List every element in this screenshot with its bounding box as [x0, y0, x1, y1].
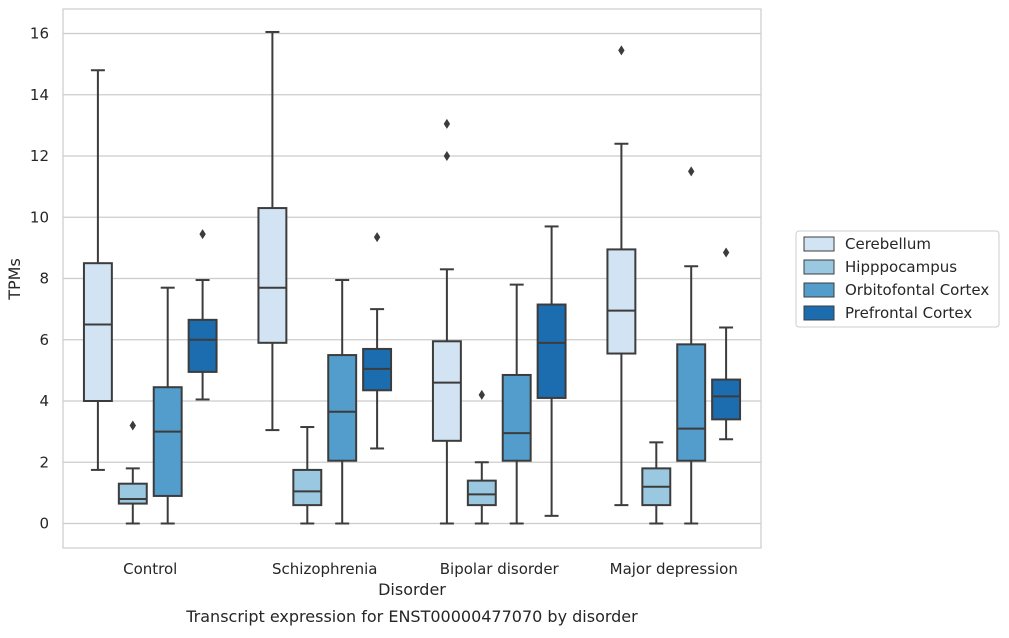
box-group	[431, 118, 462, 525]
plot-frame	[62, 8, 762, 549]
y-axis-label: TPMs	[5, 258, 24, 301]
y-tick-labels: 0 2 4 6 8 10 12 14 16	[30, 25, 49, 533]
legend-swatch	[803, 259, 835, 275]
box-group	[82, 69, 113, 471]
x-tick-label: Schizophrenia	[272, 560, 377, 578]
outlier-point	[443, 151, 451, 161]
x-tick-label: Major depression	[610, 560, 738, 578]
x-tick-label: Bipolar disorder	[440, 560, 560, 578]
y-tick-label: 10	[30, 208, 49, 226]
box-group	[117, 420, 148, 525]
x-tick-label: Control	[123, 560, 177, 578]
x-tick-labels: Control Schizophrenia Bipolar disorder Majo…	[123, 560, 738, 578]
box	[431, 340, 462, 442]
box-group	[187, 229, 218, 401]
box-group	[327, 279, 358, 525]
outlier-point	[443, 118, 451, 129]
box-group	[152, 286, 183, 525]
y-tick-label: 6	[39, 331, 49, 349]
y-tick-label: 2	[39, 453, 49, 471]
box-group	[641, 441, 672, 525]
box	[676, 343, 707, 462]
legend: Cerebellum Hipppocampus Orbitofontal Corte…	[795, 230, 1000, 328]
legend-label: Prefrontal Cortex	[845, 304, 972, 322]
box	[711, 378, 742, 421]
box-group	[257, 30, 288, 432]
box-group	[501, 283, 532, 525]
legend-label: Orbitofontal Cortex	[845, 281, 989, 299]
legend-swatch	[803, 305, 835, 321]
legend-swatch	[803, 236, 835, 252]
legend-label: Hipppocampus	[845, 258, 957, 276]
y-tick-label: 16	[30, 25, 49, 43]
box-group	[292, 426, 323, 525]
y-tick-label: 12	[30, 147, 49, 165]
y-tick-label: 0	[39, 515, 49, 533]
y-tick-label: 14	[30, 86, 49, 104]
box-plot-marks	[82, 30, 742, 525]
box-group	[606, 45, 637, 507]
y-tick-label: 4	[39, 392, 49, 410]
outlier-point	[618, 45, 625, 56]
box-group	[362, 232, 393, 450]
box	[117, 482, 148, 505]
legend-swatch	[803, 282, 835, 298]
outlier-point	[722, 247, 730, 258]
box	[187, 318, 218, 373]
outlier-point	[688, 166, 695, 177]
box-group	[466, 389, 497, 525]
box	[536, 303, 567, 399]
box	[606, 248, 637, 355]
box	[466, 479, 497, 507]
outlier-point	[129, 420, 136, 431]
box	[292, 468, 323, 507]
outlier-point	[478, 389, 485, 400]
box-group	[676, 166, 707, 525]
chart-caption: Transcript expression for ENST0000047707…	[185, 607, 638, 626]
x-axis-label: Disorder	[378, 580, 446, 599]
outlier-point	[373, 232, 381, 243]
box	[501, 373, 532, 462]
legend-frame	[795, 230, 1000, 328]
box	[152, 386, 183, 497]
box	[257, 207, 288, 344]
outlier-point	[199, 229, 206, 240]
y-tick-label: 8	[39, 270, 49, 288]
box	[82, 262, 113, 402]
box	[327, 354, 358, 462]
box-group	[711, 247, 742, 441]
box-group	[536, 225, 567, 517]
legend-label: Cerebellum	[845, 235, 931, 253]
